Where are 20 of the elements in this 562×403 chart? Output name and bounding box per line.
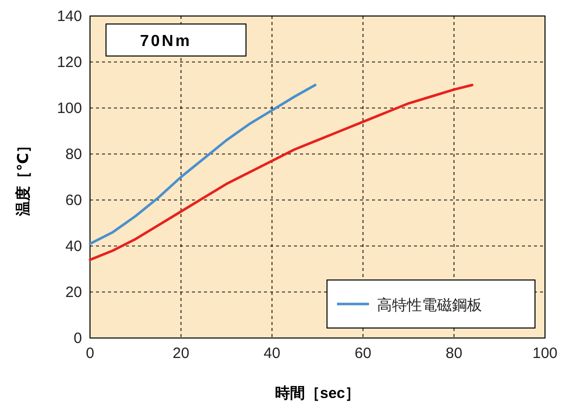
x-axis-title: 時間［sec］ [274,385,360,402]
legend-label: 高特性電磁鋼板 [377,297,482,314]
x-tick-label: 100 [532,345,558,362]
y-tick-label: 80 [65,146,82,163]
y-tick-label: 120 [56,54,82,71]
y-tick-label: 60 [65,192,82,209]
y-tick-label: 40 [65,238,82,255]
y-tick-label: 140 [56,8,82,25]
y-tick-label: 0 [74,330,82,347]
y-axis-title: 温度［℃］ [14,138,32,218]
x-tick-label: 20 [172,345,190,362]
x-tick-label: 40 [264,345,280,362]
annotation: 70Nm [140,33,192,50]
x-tick-label: 80 [446,345,462,362]
x-tick-label: 0 [86,345,94,362]
line-series [88,84,474,262]
x-tick-label: 60 [354,345,372,362]
line-series [88,84,316,245]
y-tick-label: 100 [56,100,82,117]
y-tick-label: 20 [65,284,82,301]
